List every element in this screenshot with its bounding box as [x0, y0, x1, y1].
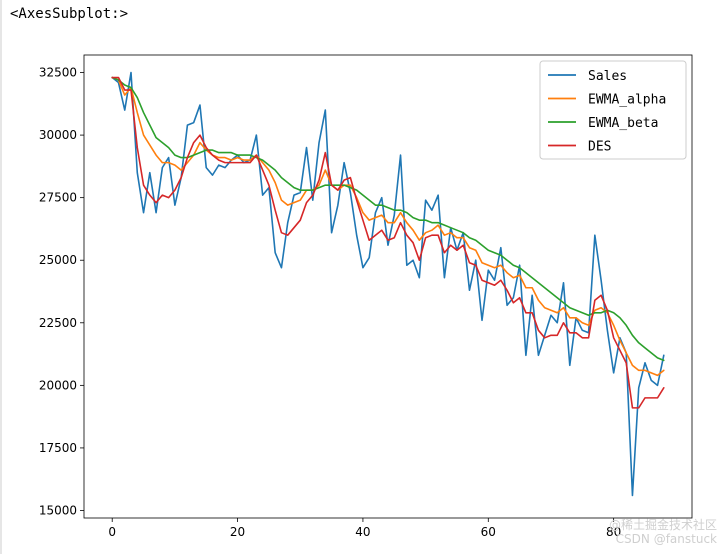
x-tick-label: 20 [230, 525, 245, 539]
x-tick-label: 80 [606, 525, 621, 539]
output-repr: <AxesSubplot:> [10, 6, 129, 22]
legend-label: Sales [588, 69, 627, 84]
y-tick-label: 22500 [39, 316, 77, 330]
legend-label: EWMA_beta [588, 116, 658, 131]
y-tick-label: 25000 [39, 253, 77, 267]
legend: Sales EWMA_alpha EWMA_beta DES [539, 60, 687, 160]
x-tick-label: 0 [108, 525, 116, 539]
legend-label: DES [588, 140, 611, 155]
watermark-line-2: CSDN @fanstuck [615, 532, 717, 546]
y-axis: 15000 17500 20000 22500 25000 27500 30000 32500 [39, 66, 84, 517]
series-line-ewma-alpha [111, 76, 665, 377]
legend-box [539, 60, 687, 160]
notebook-gutter [0, 0, 2, 554]
x-tick-label: 60 [481, 525, 496, 539]
series-layer [111, 71, 665, 497]
y-tick-label: 30000 [39, 128, 77, 142]
watermark-line-1: @稀土掘金技术社区 [608, 518, 717, 532]
y-tick-label: 32500 [39, 66, 77, 80]
y-tick-label: 27500 [39, 191, 77, 205]
y-tick-label: 15000 [39, 503, 77, 517]
y-tick-label: 20000 [39, 378, 77, 392]
x-axis: 0 20 40 60 80 [108, 518, 621, 539]
series-line-des [111, 76, 665, 409]
series-line-ewma-beta [111, 76, 665, 362]
x-tick-label: 40 [355, 525, 370, 539]
watermark: @稀土掘金技术社区 CSDN @fanstuck [609, 518, 717, 546]
legend-label: EWMA_alpha [588, 93, 666, 108]
y-tick-label: 17500 [39, 441, 77, 455]
